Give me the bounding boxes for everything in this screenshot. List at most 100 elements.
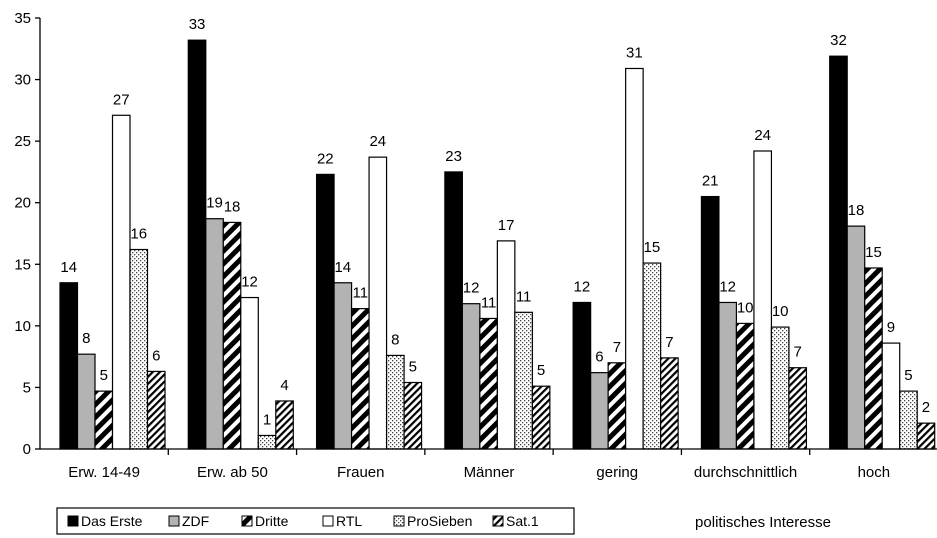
bar-das-erste-erw-ab-50 — [187, 39, 207, 450]
data-label-zdf-gering: 6 — [595, 349, 603, 366]
data-label-das-erste-männer: 23 — [445, 148, 462, 165]
y-tick-label-15: 15 — [14, 256, 31, 273]
legend-label-das-erste: Das Erste — [81, 513, 143, 529]
x-tick-label-frauen: Frauen — [337, 464, 385, 481]
data-label-dritte-männer: 11 — [481, 294, 497, 311]
data-label-das-erste-durchschnittlich: 21 — [702, 173, 719, 190]
data-label-dritte-hoch: 15 — [865, 244, 882, 261]
bar-das-erste-durchschnittlich — [700, 195, 720, 450]
bar-rtl-erw-ab-50 — [240, 296, 259, 450]
bar-dritte-gering — [607, 362, 627, 450]
data-label-rtl-hoch: 9 — [887, 319, 895, 336]
bar-prosieben-durchschnittlich — [770, 326, 790, 450]
legend-label-dritte: Dritte — [255, 513, 289, 529]
data-label-sat-1-erw-14-49: 6 — [152, 347, 160, 364]
data-label-zdf-hoch: 18 — [848, 202, 865, 219]
legend-label-rtl: RTL — [336, 513, 362, 529]
data-label-dritte-erw-14-49: 5 — [100, 367, 108, 384]
data-label-sat-1-männer: 5 — [537, 362, 545, 379]
bar-zdf-durchschnittlich — [718, 301, 738, 450]
data-label-rtl-männer: 17 — [498, 217, 515, 234]
bar-prosieben-gering — [642, 262, 662, 450]
legend-swatch-sat-1 — [492, 515, 504, 527]
data-label-das-erste-erw-14-49: 14 — [60, 259, 77, 276]
x-tick-label-männer: Männer — [464, 464, 515, 481]
data-label-dritte-gering: 7 — [613, 339, 621, 356]
bar-zdf-männer — [461, 303, 481, 450]
bar-sat-1-durchschnittlich — [788, 367, 808, 450]
x-tick-label-erw-ab-50: Erw. ab 50 — [197, 464, 268, 481]
bar-rtl-erw-14-49 — [111, 114, 131, 450]
data-label-das-erste-frauen: 22 — [317, 150, 334, 167]
legend-label-sat-1: Sat.1 — [506, 513, 539, 529]
y-tick-label-10: 10 — [14, 318, 31, 335]
bar-sat-1-frauen — [403, 381, 423, 450]
data-label-zdf-männer: 12 — [463, 280, 480, 297]
bar-rtl-frauen — [368, 156, 388, 450]
bar-rtl-männer — [496, 240, 516, 450]
x-tick-label-hoch: hoch — [858, 464, 891, 481]
legend-label-prosieben: ProSieben — [407, 513, 472, 529]
bar-prosieben-frauen — [385, 354, 405, 450]
bar-das-erste-erw-14-49 — [59, 282, 79, 450]
bar-prosieben-erw-14-49 — [129, 248, 149, 450]
x-tick-label-erw-14-49: Erw. 14-49 — [68, 464, 140, 481]
bar-prosieben-hoch — [899, 390, 918, 450]
bar-das-erste-gering — [572, 301, 592, 450]
data-label-prosieben-männer: 11 — [516, 288, 532, 305]
legend-swatch-prosieben — [393, 515, 405, 527]
data-label-sat-1-hoch: 2 — [922, 399, 930, 416]
data-label-dritte-durchschnittlich: 10 — [737, 299, 754, 316]
data-label-sat-1-erw-ab-50: 4 — [280, 377, 288, 394]
bar-zdf-erw-ab-50 — [205, 218, 224, 450]
data-label-sat-1-gering: 7 — [665, 334, 673, 351]
x-tick-label-durchschnittlich: durchschnittlich — [694, 464, 797, 481]
bar-dritte-erw-14-49 — [94, 390, 114, 450]
bar-rtl-durchschnittlich — [753, 150, 773, 450]
legend: Das Erste ZDF Dritte RTL ProSieben Sat.1 — [56, 507, 575, 535]
bar-das-erste-hoch — [829, 55, 848, 450]
data-label-rtl-frauen: 24 — [369, 133, 386, 150]
data-label-das-erste-erw-ab-50: 33 — [189, 16, 206, 33]
bar-dritte-frauen — [350, 308, 370, 450]
data-label-prosieben-erw-14-49: 16 — [130, 226, 147, 243]
bar-prosieben-erw-ab-50 — [257, 434, 277, 450]
y-tick-label-30: 30 — [14, 72, 31, 89]
y-tick-label-20: 20 — [14, 195, 31, 212]
bar-dritte-durchschnittlich — [735, 322, 755, 450]
bar-dritte-hoch — [864, 267, 883, 450]
y-tick-label-0: 0 — [23, 441, 31, 458]
legend-swatch-zdf — [168, 515, 180, 527]
data-label-sat-1-frauen: 5 — [409, 359, 417, 376]
data-label-dritte-frauen: 11 — [353, 285, 369, 302]
bar-sat-1-erw-14-49 — [146, 370, 166, 450]
data-label-prosieben-erw-ab-50: 1 — [263, 411, 271, 428]
data-label-rtl-erw-14-49: 27 — [113, 91, 130, 108]
x-tick-label-gering: gering — [596, 464, 638, 481]
data-label-prosieben-hoch: 5 — [904, 367, 912, 384]
data-label-rtl-gering: 31 — [626, 44, 643, 61]
data-label-rtl-erw-ab-50: 12 — [241, 274, 258, 291]
bar-prosieben-männer — [514, 311, 533, 450]
bar-sat-1-hoch — [916, 422, 936, 450]
bar-zdf-frauen — [333, 282, 353, 450]
annotation-politisches-interesse: politisches Interesse — [695, 514, 831, 531]
bar-zdf-gering — [590, 372, 609, 450]
bar-zdf-erw-14-49 — [76, 353, 96, 450]
data-label-dritte-erw-ab-50: 18 — [224, 198, 241, 215]
data-label-sat-1-durchschnittlich: 7 — [794, 344, 802, 361]
bar-dritte-männer — [479, 317, 498, 450]
bar-das-erste-frauen — [315, 173, 335, 450]
data-label-prosieben-durchschnittlich: 10 — [772, 303, 789, 320]
legend-label-zdf: ZDF — [182, 513, 209, 529]
bar-dritte-erw-ab-50 — [222, 221, 242, 450]
bar-zdf-hoch — [846, 225, 866, 450]
y-tick-label-35: 35 — [14, 10, 31, 27]
bar-das-erste-männer — [444, 171, 463, 450]
y-tick-label-5: 5 — [23, 379, 31, 396]
data-label-zdf-durchschnittlich: 12 — [719, 278, 736, 295]
bar-sat-1-männer — [531, 385, 551, 450]
data-label-zdf-erw-14-49: 8 — [82, 330, 90, 347]
